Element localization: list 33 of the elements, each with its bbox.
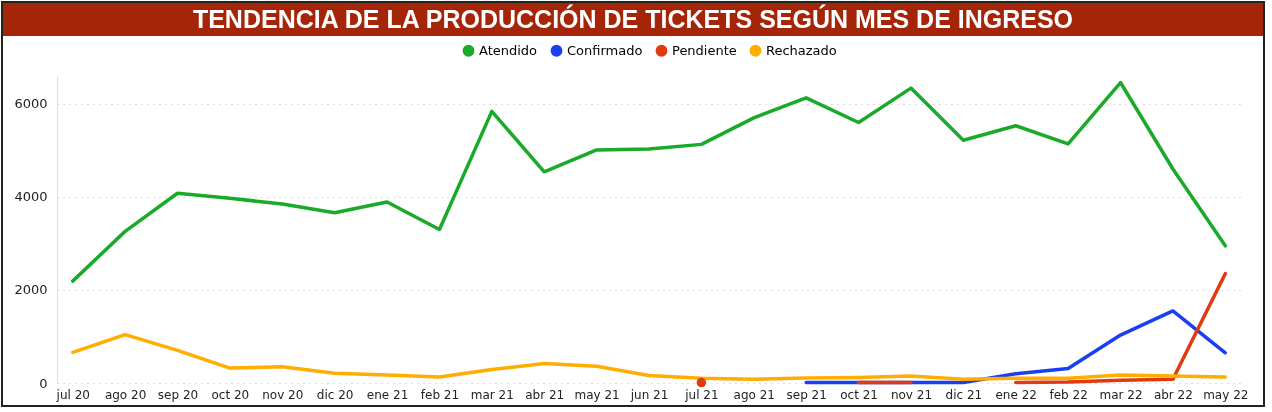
x-tick-label: abr 22 [1153,387,1193,402]
x-tick-label: sep 21 [786,387,827,402]
x-tick-label: ago 21 [733,387,775,402]
line-series [70,80,1228,283]
x-tick-label: ago 20 [104,387,147,402]
x-tick-label: feb 21 [420,387,460,402]
legend-label: Confirmado [567,42,643,58]
x-tick-label: dic 21 [945,387,983,402]
x-tick-label: jul 21 [684,387,719,402]
y-tick-label: 0 [39,375,48,391]
x-tick-label: ene 21 [366,387,409,402]
y-tick-label: 4000 [14,189,48,205]
legend-label: Atendido [479,42,538,58]
x-tick-label: nov 20 [262,387,304,402]
x-tick-label: abr 21 [525,387,565,402]
x-tick-label: oct 21 [840,387,878,402]
x-tick-label: oct 20 [211,387,250,402]
x-tick-label: nov 21 [890,387,933,402]
x-tick-label: mar 21 [470,387,514,402]
x-tick-label: feb 22 [1049,387,1088,402]
x-tick-label: dic 20 [316,387,354,402]
legend-label: Rechazado [766,42,837,58]
x-tick-label: mar 22 [1099,387,1143,402]
y-tick-label: 2000 [14,282,48,298]
legend-label: Pendiente [672,42,737,58]
x-tick-label: jul 20 [55,387,90,402]
x-tick-label: may 21 [574,387,620,402]
y-tick-label: 6000 [14,96,48,112]
x-tick-label: may 22 [1203,387,1249,402]
x-tick-label: sep 20 [157,387,199,402]
x-tick-label: jun 21 [629,387,669,402]
chart-title: TENDENCIA DE LA PRODUCCIÓN DE TICKETS SEGÚN MES DE INGRESO [3,3,1263,36]
x-tick-label: ene 22 [995,387,1037,402]
